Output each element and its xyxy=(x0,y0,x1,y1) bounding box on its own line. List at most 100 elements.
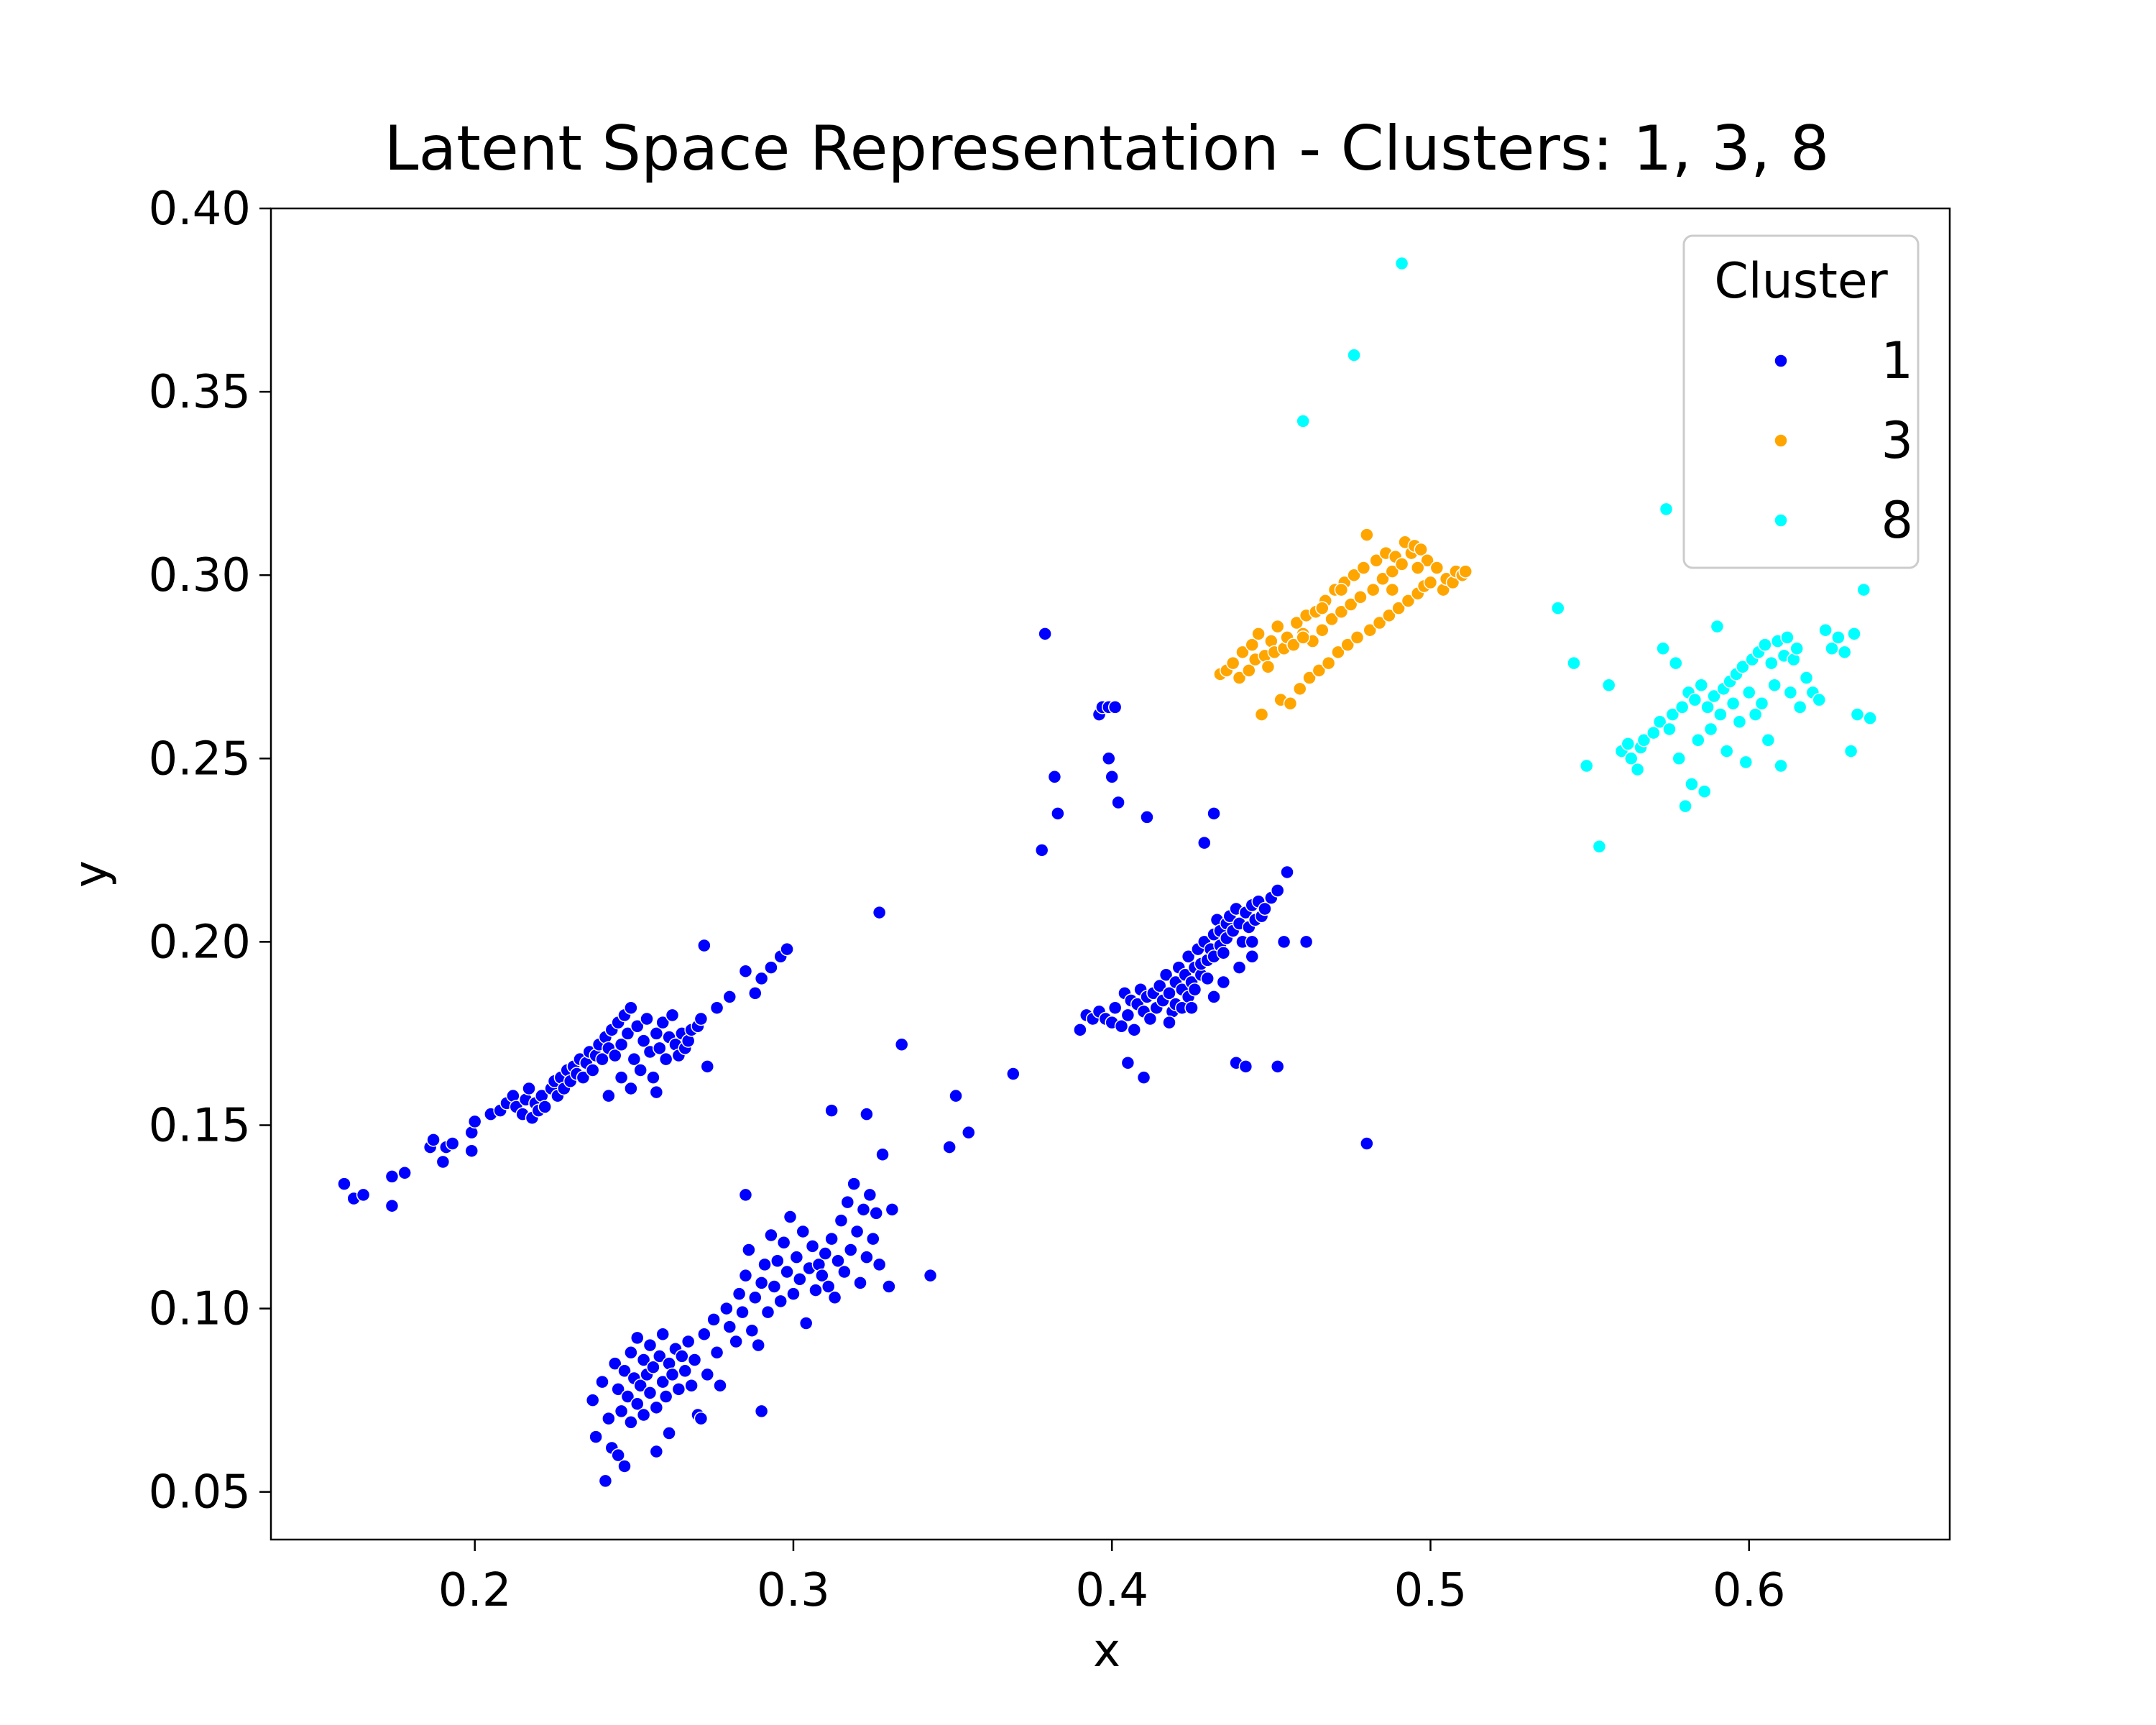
point-cluster-3 xyxy=(1334,604,1349,619)
point-cluster-1 xyxy=(827,1290,842,1305)
point-cluster-8 xyxy=(1713,707,1728,722)
point-cluster-8 xyxy=(1394,256,1409,271)
point-cluster-8 xyxy=(1726,696,1741,711)
point-cluster-1 xyxy=(646,1070,660,1085)
point-cluster-1 xyxy=(640,1011,654,1026)
point-cluster-1 xyxy=(760,1305,775,1320)
point-cluster-1 xyxy=(627,1052,642,1067)
point-cluster-8 xyxy=(1296,414,1310,428)
point-cluster-1 xyxy=(684,1378,699,1393)
chart-title: Latent Space Representation - Clusters: … xyxy=(384,113,1830,185)
point-cluster-3 xyxy=(1401,594,1416,608)
point-cluster-1 xyxy=(1158,967,1174,983)
point-cluster-8 xyxy=(1551,601,1565,615)
point-cluster-8 xyxy=(1843,744,1858,758)
point-cluster-1 xyxy=(655,1327,670,1342)
point-cluster-1 xyxy=(798,1316,814,1330)
point-cluster-1 xyxy=(642,1386,658,1400)
point-cluster-1 xyxy=(754,1404,769,1419)
x-tick-label: 0.6 xyxy=(1713,1564,1786,1617)
point-cluster-1 xyxy=(538,1100,552,1114)
point-cluster-1 xyxy=(630,1018,645,1034)
point-cluster-1 xyxy=(1105,770,1119,784)
point-cluster-3 xyxy=(1458,564,1473,579)
point-cluster-1 xyxy=(1111,795,1125,810)
point-cluster-8 xyxy=(1621,737,1636,751)
point-cluster-8 xyxy=(1694,678,1709,693)
y-tick-label: 0.15 xyxy=(149,1099,252,1152)
point-cluster-1 xyxy=(824,1103,839,1118)
point-cluster-1 xyxy=(611,1382,625,1397)
point-cluster-1 xyxy=(589,1430,603,1444)
point-cluster-1 xyxy=(636,1353,651,1367)
point-cluster-1 xyxy=(860,1250,874,1264)
x-axis-label: x xyxy=(1093,1624,1120,1678)
point-cluster-1 xyxy=(1152,978,1167,993)
point-cluster-8 xyxy=(1669,656,1683,671)
point-cluster-1 xyxy=(675,1349,689,1363)
point-cluster-8 xyxy=(1792,700,1807,714)
point-cluster-8 xyxy=(1738,755,1754,770)
point-cluster-1 xyxy=(1051,806,1065,821)
plot-frame xyxy=(270,207,1951,1541)
point-cluster-1 xyxy=(630,1397,645,1411)
point-cluster-3 xyxy=(1391,601,1406,615)
point-cluster-1 xyxy=(961,1125,976,1140)
point-cluster-1 xyxy=(1140,810,1154,824)
point-cluster-8 xyxy=(1847,627,1861,641)
point-cluster-8 xyxy=(1656,641,1670,656)
legend-label-8: 8 xyxy=(1881,491,1913,550)
point-cluster-1 xyxy=(658,1389,673,1404)
point-cluster-1 xyxy=(722,1320,737,1334)
point-cluster-1 xyxy=(700,1059,715,1074)
point-cluster-8 xyxy=(1672,751,1686,766)
point-cluster-3 xyxy=(1340,638,1355,652)
point-cluster-1 xyxy=(1143,1011,1158,1026)
point-cluster-1 xyxy=(1299,934,1314,949)
point-cluster-1 xyxy=(356,1187,371,1202)
point-cluster-1 xyxy=(1200,971,1215,986)
point-cluster-1 xyxy=(681,1334,696,1349)
point-cluster-1 xyxy=(869,1206,883,1220)
point-cluster-1 xyxy=(602,1411,616,1426)
point-cluster-1 xyxy=(636,1407,651,1422)
point-cluster-3 xyxy=(1372,615,1387,630)
point-cluster-3 xyxy=(1254,707,1269,722)
y-axis-label: y xyxy=(65,860,118,888)
point-cluster-1 xyxy=(655,1015,670,1030)
point-cluster-1 xyxy=(614,1070,629,1085)
point-cluster-1 xyxy=(595,1052,609,1067)
point-cluster-1 xyxy=(786,1287,801,1301)
point-cluster-1 xyxy=(1238,1059,1253,1074)
point-cluster-8 xyxy=(1697,784,1712,799)
point-cluster-1 xyxy=(709,1346,724,1360)
point-cluster-8 xyxy=(1707,689,1721,704)
point-cluster-1 xyxy=(872,905,887,920)
point-cluster-8 xyxy=(1665,707,1680,722)
point-cluster-1 xyxy=(856,1202,871,1217)
point-cluster-1 xyxy=(1245,934,1260,949)
point-cluster-1 xyxy=(384,1198,400,1213)
point-cluster-8 xyxy=(1783,685,1798,700)
point-cluster-1 xyxy=(633,1063,648,1077)
point-cluster-1 xyxy=(1136,1070,1151,1085)
point-cluster-8 xyxy=(1780,630,1795,645)
point-cluster-3 xyxy=(1321,656,1336,671)
point-cluster-8 xyxy=(1764,656,1779,671)
point-cluster-3 xyxy=(1365,582,1381,597)
legend-label-3: 3 xyxy=(1881,411,1913,470)
x-tick-label: 0.2 xyxy=(438,1564,512,1617)
point-cluster-3 xyxy=(1315,601,1330,615)
point-cluster-1 xyxy=(607,1356,622,1371)
point-cluster-3 xyxy=(1382,608,1396,623)
point-cluster-1 xyxy=(796,1224,811,1239)
point-cluster-1 xyxy=(662,1426,676,1440)
point-cluster-8 xyxy=(1579,758,1594,773)
point-cluster-1 xyxy=(1270,883,1285,898)
point-cluster-8 xyxy=(1818,622,1833,638)
point-cluster-8 xyxy=(1837,645,1852,660)
point-cluster-1 xyxy=(1197,835,1212,850)
point-cluster-1 xyxy=(611,1448,625,1463)
point-cluster-1 xyxy=(764,960,778,975)
y-tick-label: 0.30 xyxy=(149,549,252,602)
